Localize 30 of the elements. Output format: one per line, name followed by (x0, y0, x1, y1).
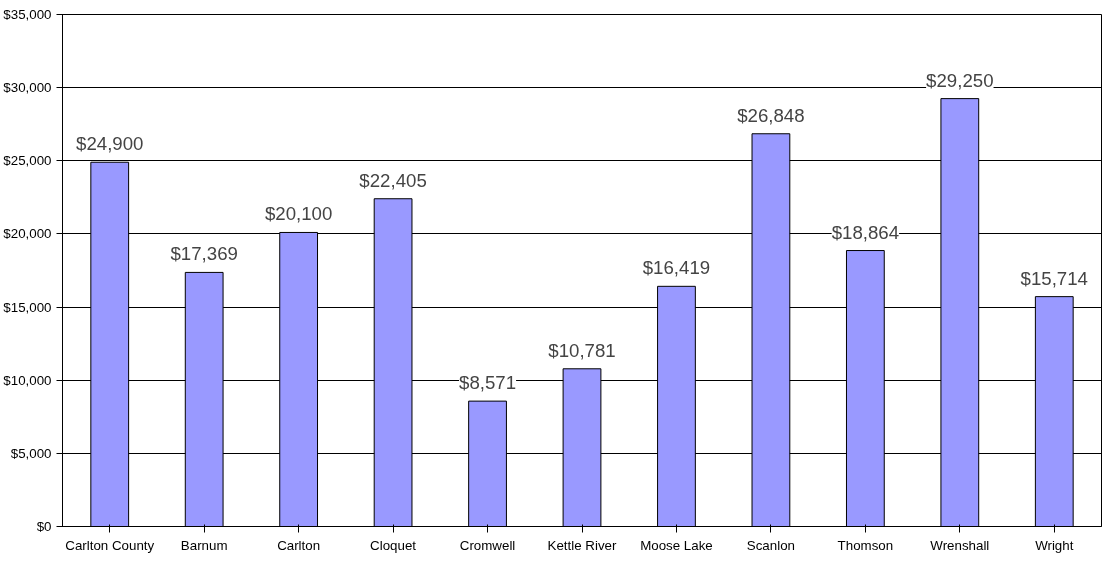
data-label: $8,571 (459, 372, 517, 394)
x-tick-label: Carlton County (65, 537, 155, 553)
data-label: $24,900 (76, 133, 144, 155)
y-tick-label: $0 (36, 519, 52, 534)
data-label: $17,369 (170, 243, 238, 265)
x-tick-label: Wright (1035, 537, 1074, 553)
x-tick-label: Carlton (277, 537, 321, 553)
data-label: $29,250 (926, 69, 994, 91)
data-label: $26,848 (737, 104, 805, 126)
x-tick-label: Cromwell (459, 537, 516, 553)
x-tick-label: Cloquet (370, 537, 417, 553)
y-tick-label: $15,000 (3, 299, 52, 315)
x-tick-label: Kettle River (547, 537, 617, 553)
data-label: $16,419 (642, 257, 711, 279)
data-label: $18,864 (831, 221, 900, 243)
y-tick-label: $25,000 (3, 153, 52, 169)
y-tick-label: $30,000 (3, 80, 52, 96)
y-tick-label: $20,000 (3, 226, 52, 242)
x-tick-label: Moose Lake (640, 537, 713, 553)
data-label: $15,714 (1020, 267, 1089, 289)
x-tick-label: Thomson (837, 537, 894, 553)
x-tick-label: Barnum (180, 537, 228, 553)
y-tick-label: $10,000 (3, 372, 52, 388)
data-label: $10,781 (548, 339, 616, 361)
x-tick-label: Scanlon (746, 537, 795, 553)
data-label: $20,100 (264, 203, 333, 225)
data-label: $22,405 (359, 169, 427, 191)
y-tick-label: $35,000 (3, 7, 52, 22)
x-tick-label: Wrenshall (930, 537, 990, 553)
y-tick-label: $5,000 (10, 445, 52, 461)
